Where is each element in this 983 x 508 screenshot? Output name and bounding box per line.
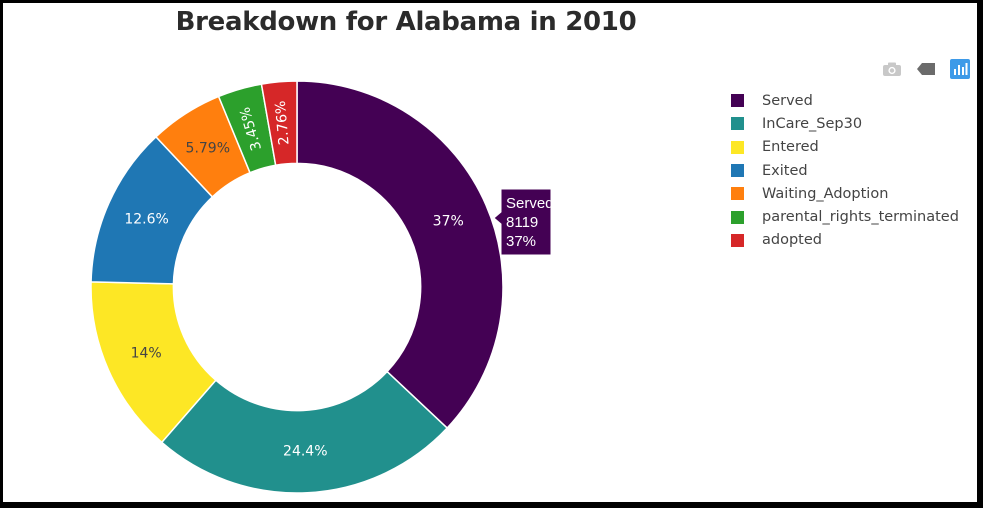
donut-chart[interactable]: 37%24.4%14%12.6%5.79% 3.45% 2.76% [3,3,977,502]
legend-label: InCare_Sep30 [762,115,863,132]
chart-frame: 37% 24.4% 14% 12.6% 5.79% 3.45% 2.76% Breakdow… [3,3,977,502]
legend-label: Waiting_Adoption [762,185,889,202]
legend-item-waiting-adoption[interactable]: Waiting_Adoption [731,182,959,205]
slice-label-waiting-adoption: 5.79% [186,140,230,156]
slice-label-entered: 14% [131,345,162,361]
modebar [881,59,971,79]
legend-item-parental-rights-terminated[interactable]: parental_rights_terminated [731,205,959,228]
slice-adopted[interactable] [260,80,298,167]
slice-label-adopted: 2.76% [273,100,293,146]
legend-label: parental_rights_terminated [762,209,959,226]
legend-swatch [731,94,744,108]
legend-swatch [731,140,744,154]
slice-served[interactable] [296,80,504,430]
legend-swatch [731,210,744,224]
plotly-logo-icon[interactable] [949,59,971,79]
slice-label-served: 37% [433,214,464,230]
legend-swatch [731,117,744,131]
legend-item-adopted[interactable]: adopted [731,229,959,252]
hover-tooltip: Served 8119 37% [493,189,554,256]
slice-label-incare-sep30: 24.4% [283,444,327,460]
legend-swatch [731,187,744,201]
tooltip-value: 8119 [506,214,538,231]
legend-swatch [731,164,744,178]
tooltip-name: Served [506,195,554,212]
legend-item-exited[interactable]: Exited [731,159,959,182]
slice-incare-sep30[interactable] [160,370,449,494]
camera-icon[interactable] [881,59,903,79]
chart-title: Breakdown for Alabama in 2010 [175,7,637,37]
slice-label-exited: 12.6% [124,212,168,228]
legend-swatch [731,233,744,247]
legend-item-entered[interactable]: Entered [731,136,959,159]
legend-label: adopted [762,232,822,249]
pan-icon[interactable] [915,59,937,79]
legend-label: Entered [762,139,819,156]
legend-item-incare-sep30[interactable]: InCare_Sep30 [731,112,959,135]
legend-item-served[interactable]: Served [731,89,959,112]
legend-label: Served [762,92,813,109]
legend-label: Exited [762,162,808,179]
tooltip-percent: 37% [506,233,536,250]
legend: Served InCare_Sep30 Entered Exited Waiting_A… [731,89,959,252]
